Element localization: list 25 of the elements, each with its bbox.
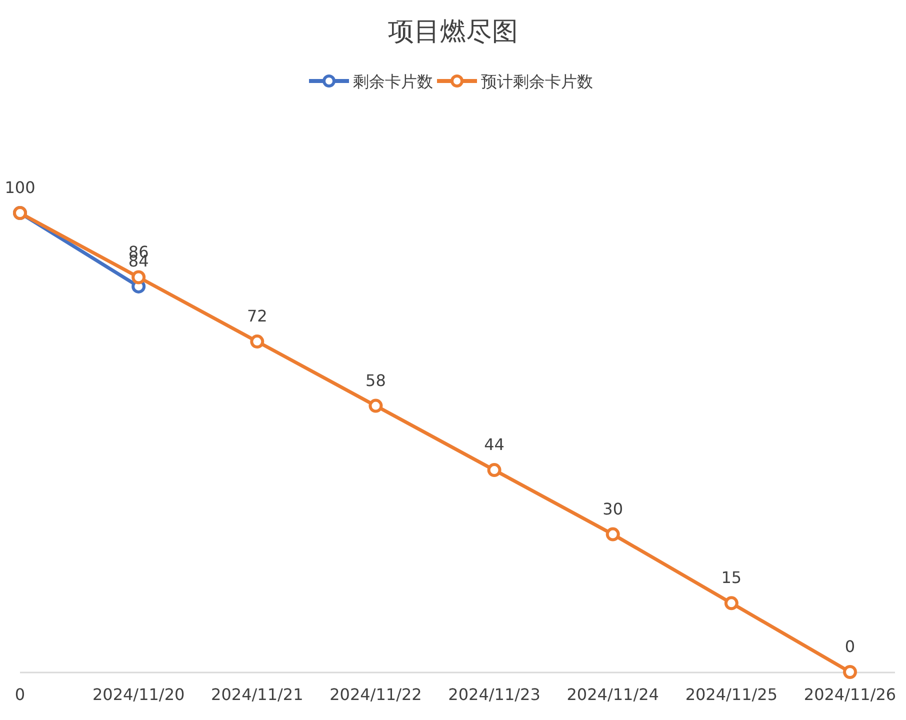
point [843,665,857,679]
x-tick-label: 2024/11/25 [685,685,778,704]
point [606,527,620,542]
chart-title: 项目燃尽图 [388,17,518,47]
data-label: 15 [721,568,742,588]
x-tick-label: 2024/11/20 [92,685,185,704]
legend-label: 剩余卡片数 [353,72,433,91]
point [132,270,146,284]
data-label: 100 [4,178,36,197]
x-tick-label: 0 [14,685,26,704]
x-tick-label: 2024/11/21 [211,685,304,704]
legend-label: 预计剩余卡片数 [481,72,593,91]
x-tick-label: 2024/11/24 [566,685,659,704]
x-tick-label: 2024/11/22 [330,685,422,704]
data-label: 30 [602,499,624,518]
data-label: 72 [246,306,268,326]
point [487,463,502,478]
data-label: 0 [844,637,856,656]
data-label: 58 [366,370,386,390]
point [250,334,264,349]
point [368,398,383,413]
x-tick-label: 2024/11/26 [804,685,896,704]
data-label: 44 [484,435,504,454]
point [724,596,738,610]
x-tick-label: 2024/11/23 [448,685,540,704]
